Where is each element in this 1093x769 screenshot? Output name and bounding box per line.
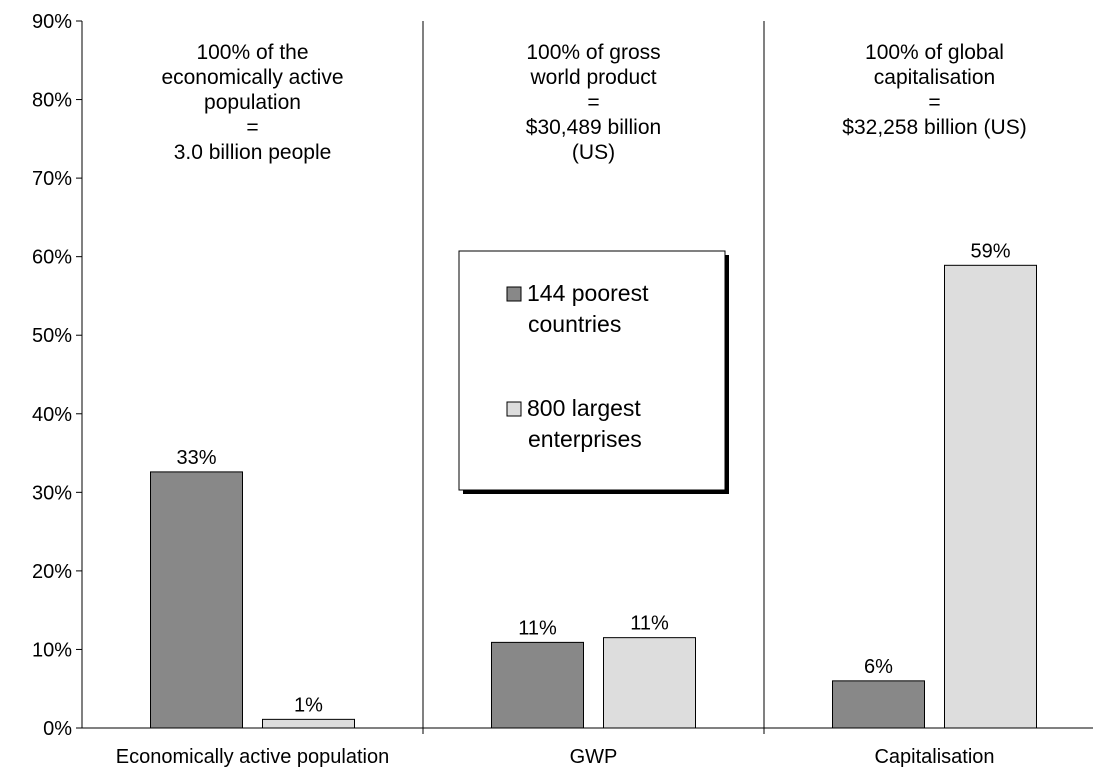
- bar: [603, 637, 696, 729]
- annotation-line: =: [246, 116, 258, 139]
- y-tick-label: 50%: [32, 325, 72, 347]
- annotation-line: 3.0 billion people: [174, 141, 332, 164]
- legend-box: [458, 250, 726, 491]
- bar: [262, 718, 355, 729]
- legend-label: countries: [528, 311, 621, 337]
- x-tick-label: Capitalisation: [874, 746, 994, 768]
- annotation-line: $30,489 billion: [526, 116, 661, 139]
- annotation-line: =: [587, 91, 599, 114]
- y-tick-label: 90%: [32, 11, 72, 33]
- legend-swatch: [506, 286, 522, 302]
- data-label: 1%: [294, 694, 323, 716]
- annotation-line: capitalisation: [874, 66, 995, 89]
- annotation-line: $32,258 billion (US): [842, 116, 1026, 139]
- legend-label: 144 poorest: [527, 280, 649, 306]
- bar: [150, 471, 243, 729]
- y-tick-label: 30%: [32, 482, 72, 504]
- bar: [491, 641, 584, 729]
- data-label: 11%: [630, 613, 669, 635]
- data-label: 59%: [970, 240, 1010, 262]
- x-tick-label: GWP: [570, 746, 618, 768]
- data-label: 11%: [518, 617, 557, 639]
- annotation-line: world product: [529, 66, 656, 89]
- y-tick-label: 0%: [43, 718, 72, 740]
- annotation-line: population: [204, 91, 301, 114]
- data-label: 33%: [176, 447, 216, 469]
- y-tick-label: 70%: [32, 168, 72, 190]
- annotation-line: economically active: [161, 66, 343, 89]
- annotation-line: (US): [572, 141, 615, 164]
- y-tick-label: 20%: [32, 561, 72, 583]
- x-tick-label: Economically active population: [116, 746, 390, 768]
- bar: [944, 264, 1037, 729]
- annotation-line: 100% of global: [865, 41, 1004, 64]
- bar: [832, 680, 925, 729]
- y-tick-label: 60%: [32, 247, 72, 269]
- legend-swatch: [506, 401, 522, 417]
- annotation-line: 100% of gross: [526, 41, 660, 64]
- legend-label: enterprises: [528, 426, 642, 452]
- data-label: 6%: [864, 656, 893, 678]
- y-tick-label: 40%: [32, 404, 72, 426]
- annotation-line: =: [928, 91, 940, 114]
- annotation-line: 100% of the: [196, 41, 308, 64]
- y-tick-label: 10%: [32, 639, 72, 661]
- y-tick-label: 80%: [32, 90, 72, 112]
- legend-label: 800 largest: [527, 395, 641, 421]
